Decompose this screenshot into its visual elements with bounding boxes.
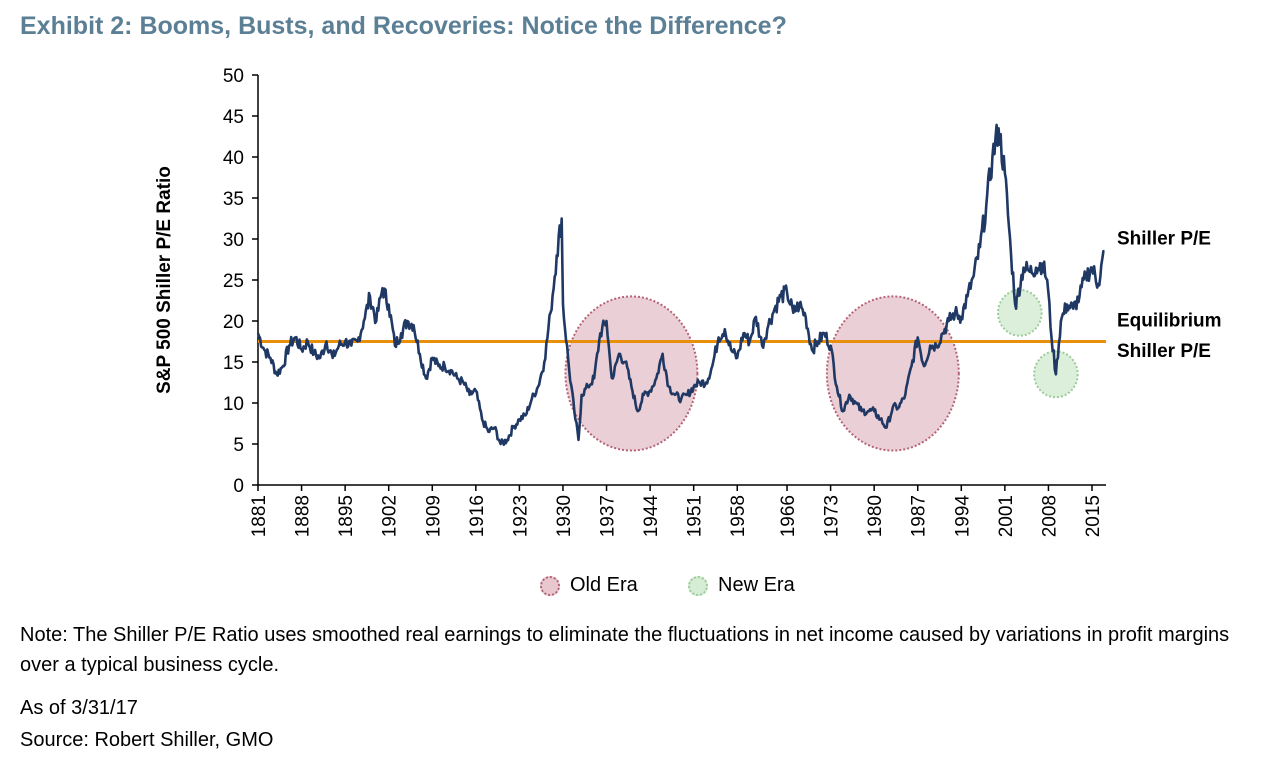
- legend-label-new-era: New Era: [718, 574, 795, 596]
- legend-label-old-era: Old Era: [570, 574, 638, 596]
- y-tick-label: 35: [223, 189, 244, 210]
- source-line: Source: Robert Shiller, GMO: [20, 729, 274, 751]
- series-label-shiller-pe: Shiller P/E: [1117, 229, 1211, 250]
- old-era-swatch: [540, 575, 560, 596]
- x-tick-label: 1923: [510, 495, 531, 537]
- x-tick-label: 1944: [641, 495, 662, 538]
- x-tick-label: 1951: [685, 495, 706, 537]
- new-era-swatch: [688, 575, 708, 596]
- y-tick-label: 20: [223, 312, 244, 333]
- x-tick-label: 1958: [728, 495, 749, 537]
- legend-item-new-era: New Era: [688, 574, 795, 597]
- y-tick-label: 40: [223, 148, 244, 169]
- as-of-date: As of 3/31/17: [20, 697, 138, 719]
- y-tick-label: 15: [223, 353, 244, 374]
- x-tick-label: 1937: [598, 495, 619, 537]
- y-tick-label: 50: [223, 66, 244, 87]
- axes: 0 5 10 15 20 25 30 35 40 45 50 1881 1888 1895 1902 1909…: [223, 66, 1106, 537]
- chart-plot: 0 5 10 15 20 25 30 35 40 45 50 1881 1888 1895 1902 1909…: [223, 66, 1222, 537]
- x-tick-label: 1916: [467, 495, 488, 537]
- x-tick-label: 2001: [996, 495, 1017, 537]
- x-tick-label: 1966: [778, 495, 799, 537]
- x-tick-label: 1902: [380, 495, 401, 537]
- y-tick-label: 0: [233, 476, 244, 497]
- x-tick-label: 1881: [249, 495, 270, 537]
- y-tick-label: 10: [223, 394, 244, 415]
- x-tick-label: 1930: [554, 495, 575, 537]
- shiller-pe-line: [256, 123, 1105, 446]
- x-tick-label: 1987: [909, 495, 930, 537]
- era-highlights: [564, 288, 1079, 452]
- x-tick-label: 1895: [336, 495, 357, 537]
- x-tick-label: 1994: [952, 495, 973, 538]
- equilibrium-label-line2: Shiller P/E: [1117, 341, 1211, 362]
- y-tick-label: 5: [233, 435, 244, 456]
- y-tick-label: 30: [223, 230, 244, 251]
- chart-title: Exhibit 2: Booms, Busts, and Recoveries:…: [20, 12, 787, 40]
- highlight-old-era-0: [564, 295, 699, 452]
- x-tick-label: 1888: [293, 495, 314, 537]
- y-tick-label: 25: [223, 271, 244, 292]
- x-tick-label: 1980: [865, 495, 886, 537]
- legend-item-old-era: Old Era: [540, 574, 638, 597]
- x-tick-label: 2015: [1083, 495, 1104, 537]
- x-tick-label: 1909: [423, 495, 444, 537]
- highlight-old-era-1: [825, 295, 960, 452]
- chart-note: Note: The Shiller P/E Ratio uses smoothe…: [20, 624, 1230, 676]
- y-tick-label: 45: [223, 107, 244, 128]
- equilibrium-label-line1: Equilibrium: [1117, 311, 1222, 332]
- x-tick-label: 2008: [1039, 495, 1060, 537]
- x-tick-label: 1973: [822, 495, 843, 537]
